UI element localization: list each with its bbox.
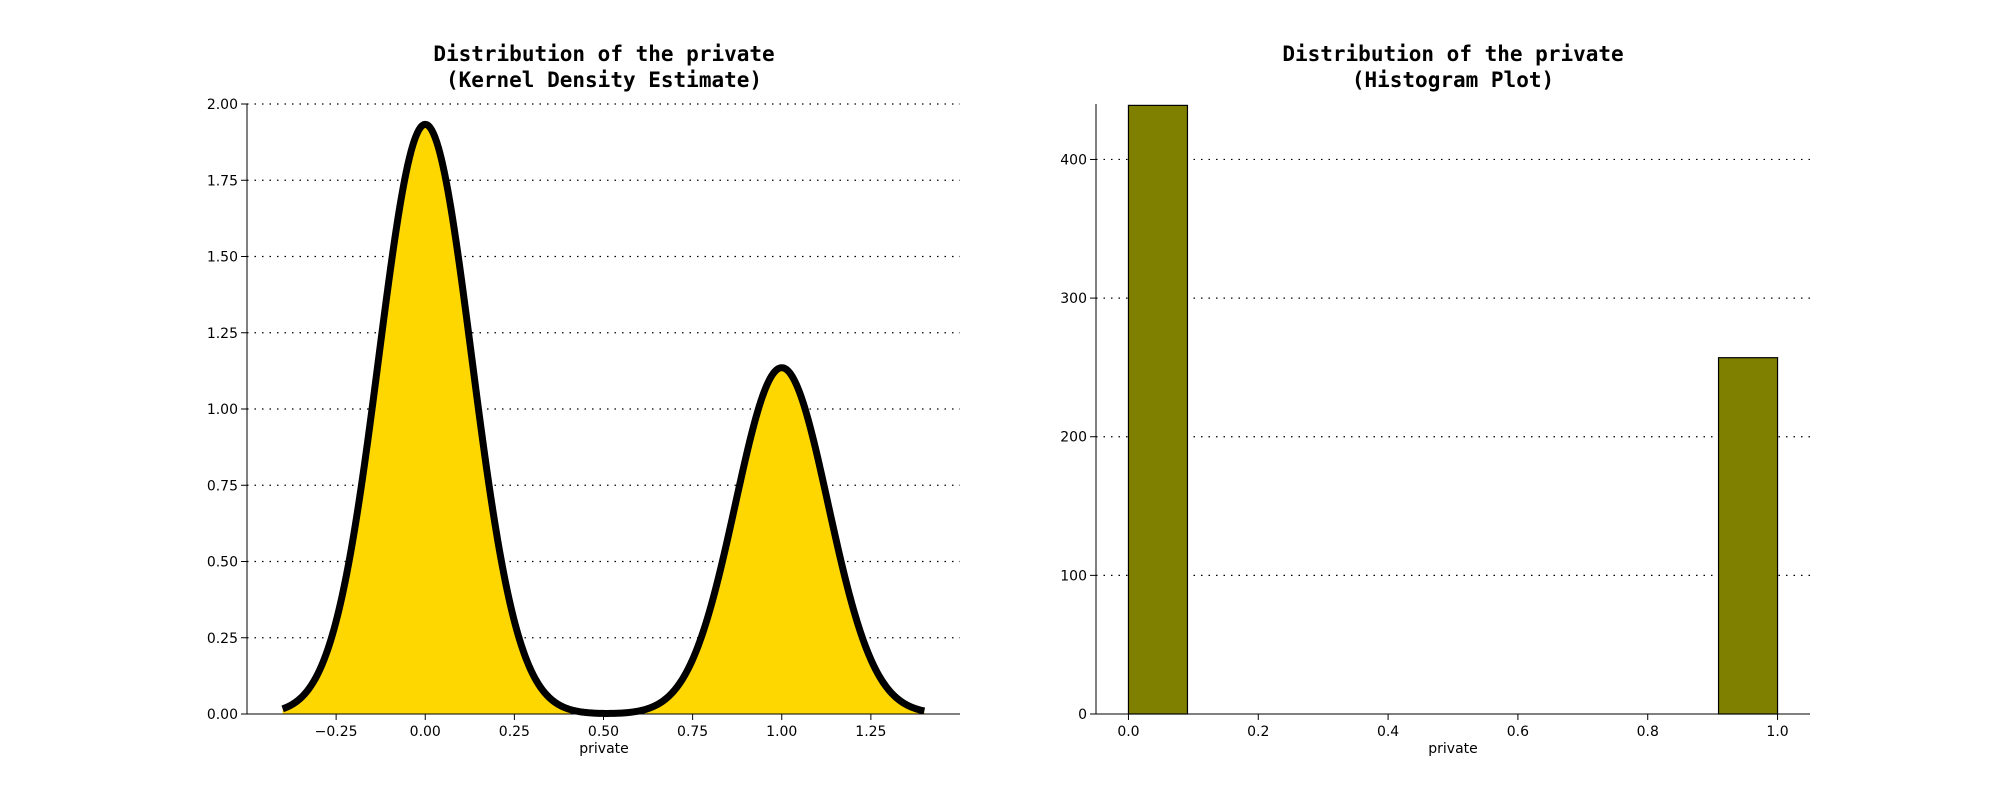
kde-area-fill [282, 124, 925, 715]
histogram-x-axis-label: private [1428, 741, 1478, 757]
kde-x-tick-label: 0.50 [588, 724, 619, 740]
kde-x-tick-label: 1.00 [766, 724, 797, 740]
kde-y-tick-label: 0.00 [207, 707, 238, 723]
histogram-x-tick-label: 0.8 [1637, 724, 1659, 740]
kde-y-tick-label: 0.25 [207, 631, 238, 647]
kde-y-tick-label: 2.00 [207, 97, 238, 113]
kde-y-tick-label: 1.25 [207, 326, 238, 342]
kde-chart: Distribution of the private (Kernel Dens… [207, 42, 960, 757]
histogram-y-tick-label: 400 [1060, 152, 1087, 168]
histogram-x-tick-label: 1.0 [1766, 724, 1788, 740]
histogram-y-tick-label: 200 [1060, 430, 1087, 446]
histogram-x-tick-label: 0.0 [1117, 724, 1139, 740]
kde-chart-title-line-2: (Kernel Density Estimate) [446, 68, 762, 92]
histogram-y-tick-label: 0 [1078, 707, 1087, 723]
kde-y-tick-label: 1.50 [207, 250, 238, 266]
kde-x-axis-label: private [579, 741, 629, 757]
histogram-marks [1127, 104, 1779, 715]
kde-x-tick-label: 0.25 [499, 724, 530, 740]
kde-x-tick-label: 1.25 [855, 724, 886, 740]
kde-y-tick-label: 1.00 [207, 402, 238, 418]
kde-y-tick-label: 1.75 [207, 173, 238, 189]
histogram-bar [1127, 104, 1189, 715]
kde-chart-title-line-1: Distribution of the private [433, 42, 774, 66]
histogram-y-tick-label: 300 [1060, 291, 1087, 307]
histogram-axes: 0 100 200 300 400 0.0 0.2 0.4 0.6 0.8 1.0 [1060, 104, 1810, 740]
histogram-y-tick-label: 100 [1060, 568, 1087, 584]
histogram-chart-title-line-2: (Histogram Plot) [1352, 68, 1554, 92]
kde-axes: 0.00 0.25 0.50 0.75 1.00 1.25 1.50 1.75 2.00 −0.2… [207, 97, 960, 740]
histogram-x-tick-label: 0.6 [1507, 724, 1529, 740]
histogram-gridlines [1096, 158, 1810, 576]
histogram-x-tick-label: 0.2 [1247, 724, 1269, 740]
histogram-chart: Distribution of the private (Histogram P… [1060, 42, 1810, 757]
kde-x-tick-label: 0.00 [410, 724, 441, 740]
kde-x-tick-label: 0.75 [677, 724, 708, 740]
histogram-x-tick-label: 0.4 [1377, 724, 1399, 740]
kde-density-line [280, 120, 927, 717]
kde-x-tick-label: −0.25 [315, 724, 358, 740]
kde-y-tick-label: 0.50 [207, 555, 238, 571]
histogram-bar [1717, 357, 1779, 715]
kde-y-tick-label: 0.75 [207, 478, 238, 494]
histogram-chart-title-line-1: Distribution of the private [1282, 42, 1623, 66]
kde-marks [280, 120, 927, 717]
